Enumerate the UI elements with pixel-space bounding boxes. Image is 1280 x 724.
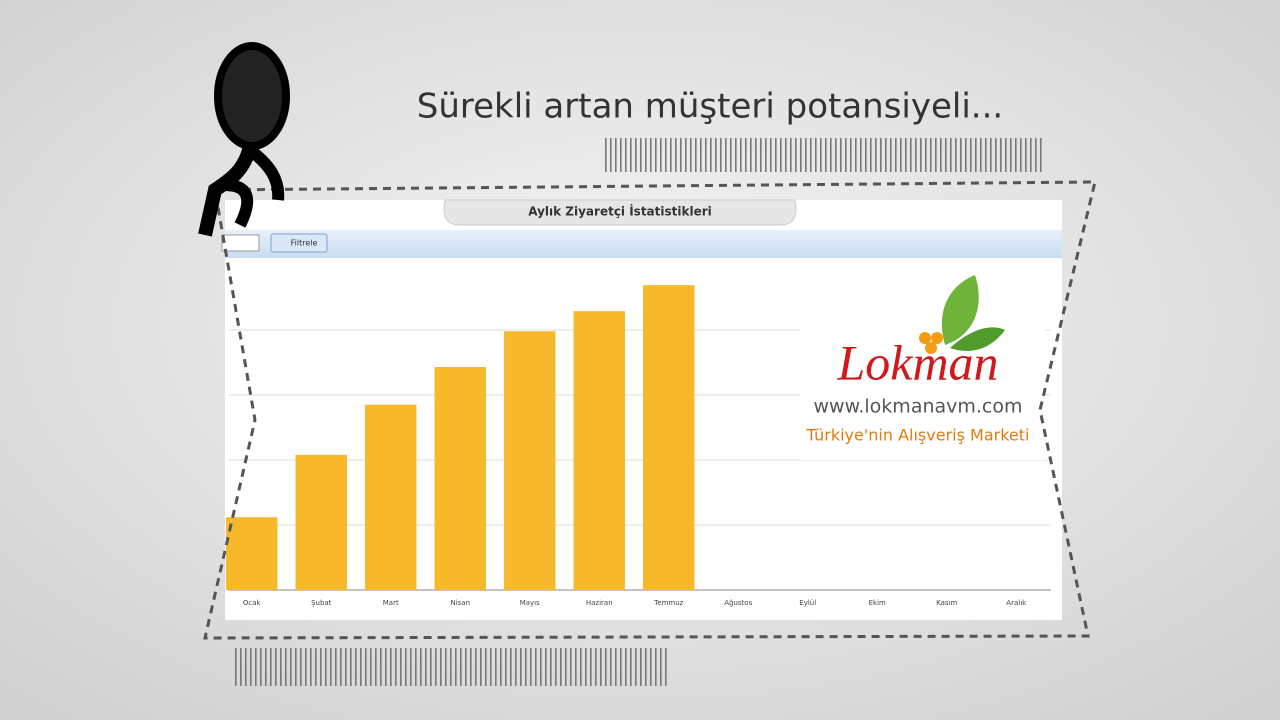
bar — [643, 285, 695, 590]
stick-figure — [198, 42, 290, 237]
toolbar — [225, 230, 1062, 258]
x-tick-label: Nisan — [450, 599, 470, 607]
leaf — [950, 327, 1005, 351]
bar — [226, 517, 278, 590]
x-tick-label: Eylül — [799, 599, 816, 607]
hatch — [605, 138, 1042, 172]
x-tick-label: Aralık — [1006, 599, 1027, 607]
x-tick-label: Haziran — [586, 599, 613, 607]
dashed-frame — [203, 180, 1097, 640]
hatch — [233, 648, 670, 686]
logo-url: www.lokmanavm.com — [813, 396, 1022, 418]
x-tick-label: Ağustos — [724, 599, 752, 607]
dot — [925, 342, 937, 354]
x-tick-label: Mart — [383, 599, 399, 607]
dot — [919, 332, 931, 344]
chart-title: Aylık Ziyaretçi İstatistikleri — [528, 204, 712, 219]
logo-brand: Lokman — [836, 334, 998, 390]
bar — [504, 331, 556, 590]
dot — [931, 332, 943, 344]
x-tick-label: Ocak — [243, 599, 262, 607]
filter-label: Filtrele — [291, 239, 318, 248]
leaf — [941, 275, 979, 345]
x-tick-label: Şubat — [311, 599, 332, 607]
bar — [365, 404, 417, 590]
x-tick-label: Kasım — [936, 599, 957, 607]
bar — [573, 311, 625, 590]
x-tick-label: Temmuz — [653, 599, 683, 607]
x-tick-label: Mayıs — [520, 599, 540, 607]
logo-slogan: Türkiye'nin Alışveriş Marketi — [806, 426, 1030, 445]
x-tick-label: Ekim — [869, 599, 886, 607]
logo-box — [800, 265, 1045, 460]
bar — [434, 367, 486, 590]
filter-button[interactable] — [270, 233, 328, 253]
dropdown[interactable] — [221, 234, 260, 252]
title-tab — [443, 199, 797, 226]
bar — [295, 454, 347, 590]
headline: Sürekli artan müşteri potansiyeli... — [417, 87, 1003, 127]
